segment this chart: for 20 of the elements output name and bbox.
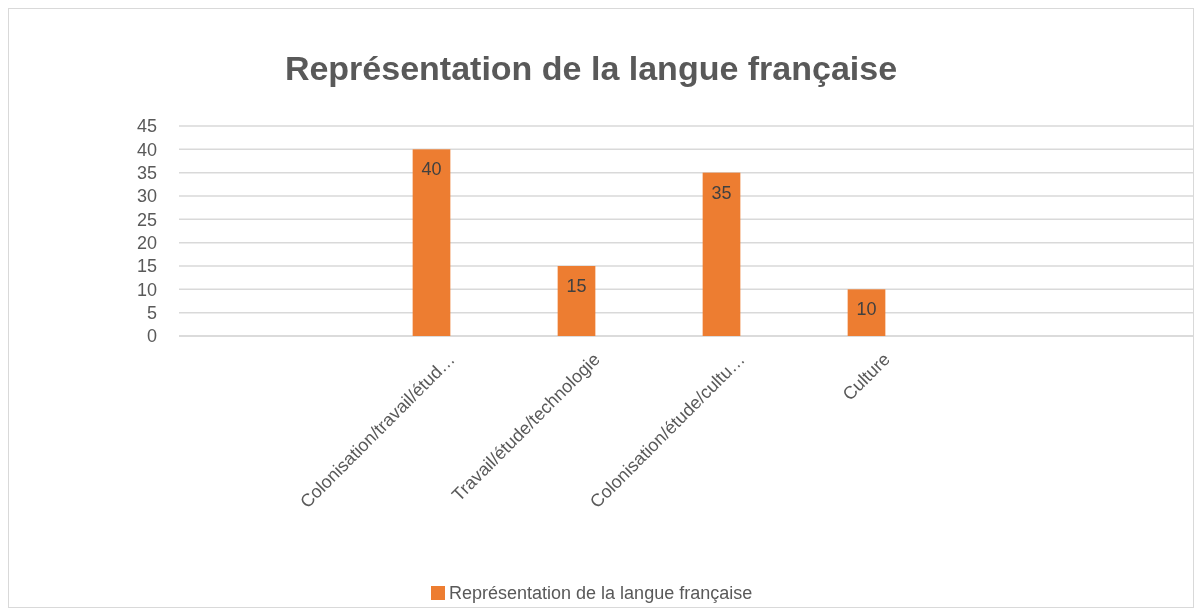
y-tick-label: 30 (136, 186, 157, 207)
data-label: 15 (566, 276, 587, 296)
data-label: 10 (856, 299, 877, 320)
y-tick-label: 10 (136, 279, 157, 300)
chart-title: Représentation de la langue française (284, 49, 898, 87)
y-tick-label: 0 (146, 326, 157, 347)
bar (702, 172, 741, 336)
y-tick-label: 25 (136, 209, 157, 230)
data-label: 35 (711, 182, 732, 203)
y-tick-label: 45 (136, 116, 157, 137)
bar (412, 149, 451, 336)
legend-label: Représentation de la langue française (449, 583, 753, 604)
y-tick-label: 5 (146, 302, 157, 323)
y-tick-label: 20 (136, 232, 157, 253)
y-tick-label: 40 (136, 139, 157, 160)
bar (847, 289, 886, 336)
y-tick-label: 15 (136, 256, 157, 277)
bar (557, 266, 596, 336)
y-tick-label: 35 (136, 162, 157, 183)
data-label: 40 (421, 159, 442, 180)
